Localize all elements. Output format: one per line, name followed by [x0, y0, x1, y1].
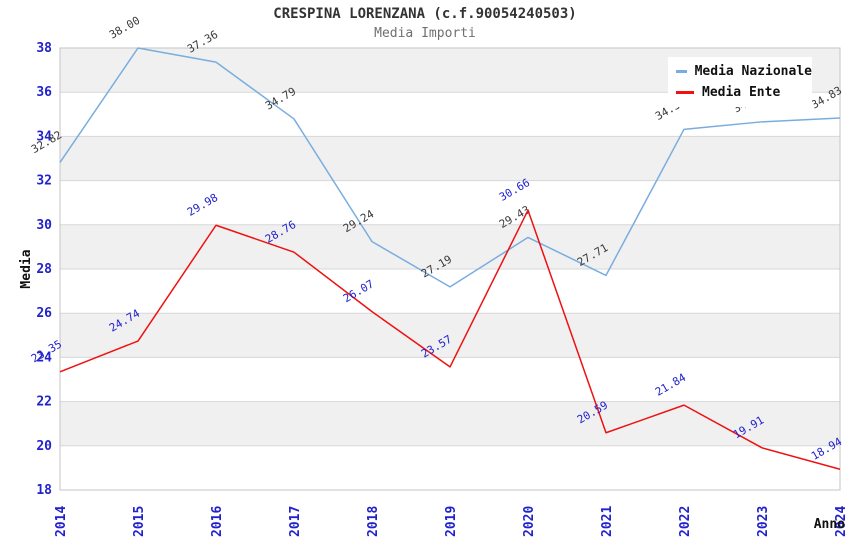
- legend: Media Nazionale Media Ente: [668, 57, 812, 107]
- plot-border: [59, 47, 841, 491]
- y-tick-label: 36: [36, 85, 52, 100]
- legend-item-ente: Media Ente: [668, 85, 812, 100]
- y-tick-label: 22: [36, 395, 52, 410]
- x-tick-label: 2018: [366, 506, 381, 537]
- plot-band: [60, 313, 840, 358]
- y-axis-title: Media: [19, 249, 34, 288]
- y-tick-label: 28: [36, 262, 52, 277]
- x-tick-label: 2020: [522, 506, 537, 537]
- y-tick-label: 24: [36, 350, 52, 365]
- x-tick-label: 2023: [756, 506, 771, 537]
- y-tick-label: 32: [36, 174, 52, 189]
- y-tick-label: 34: [36, 129, 52, 144]
- nazionale-line-swatch-icon: [676, 69, 687, 73]
- y-tick-label: 18: [36, 483, 52, 498]
- plot-band: [60, 136, 840, 181]
- data-point-label: 21.84: [653, 371, 689, 399]
- chart-title: CRESPINA LORENZANA (c.f.90054240503): [273, 6, 577, 22]
- plot-band: [60, 401, 840, 446]
- ente-line-swatch-icon: [676, 91, 694, 95]
- legend-item-nazionale: Media Nazionale: [668, 64, 812, 79]
- x-tick-label: 2019: [444, 506, 459, 537]
- data-point-label: 29.98: [185, 191, 220, 219]
- y-tick-label: 38: [36, 41, 52, 56]
- x-tick-label: 2017: [288, 506, 303, 537]
- legend-label: Media Nazionale: [694, 63, 812, 79]
- chart-subtitle: Media Importi: [374, 26, 476, 41]
- data-point-label: 38.00: [107, 14, 142, 42]
- x-tick-label: 2021: [600, 506, 615, 537]
- series-line-nazionale: [59, 47, 841, 288]
- series-line-ente: [59, 209, 841, 470]
- plot-band: [60, 224, 840, 269]
- x-tick-label: 2016: [210, 506, 225, 537]
- x-axis-title: Anno: [814, 517, 845, 532]
- legend-label: Media Ente: [702, 85, 781, 101]
- y-tick-label: 26: [36, 306, 52, 321]
- x-tick-label: 2022: [678, 506, 693, 537]
- y-tick-label: 20: [36, 439, 52, 454]
- x-tick-label: 2014: [54, 506, 69, 537]
- x-tick-label: 2024: [834, 506, 849, 537]
- x-tick-label: 2015: [132, 506, 147, 537]
- y-tick-label: 30: [36, 218, 52, 233]
